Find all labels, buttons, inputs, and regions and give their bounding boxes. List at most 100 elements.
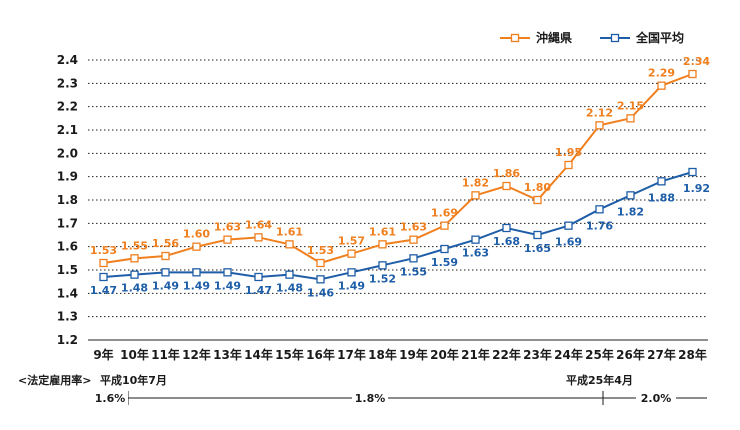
- data-label: 1.95: [555, 146, 582, 159]
- y-tick-label: 1.5: [57, 263, 78, 277]
- grid-lines: [88, 59, 708, 341]
- data-point: [192, 242, 201, 251]
- y-tick-label: 2.1: [57, 123, 78, 137]
- data-point: [161, 268, 170, 277]
- x-tick-label: 14年: [244, 347, 273, 362]
- data-point: [223, 235, 232, 244]
- x-tick-label: 21年: [461, 347, 490, 362]
- data-point: [595, 121, 604, 130]
- y-tick-label: 2.2: [57, 100, 78, 114]
- data-point: [688, 69, 697, 79]
- y-tick-label: 1.2: [57, 333, 78, 347]
- data-label: 1.55: [400, 265, 427, 278]
- data-label: 1.61: [276, 225, 303, 238]
- data-point: [316, 275, 325, 284]
- rate3-bg: [636, 390, 676, 406]
- data-label: 1.52: [369, 272, 396, 285]
- data-label: 1.49: [152, 279, 179, 292]
- data-label: 1.63: [462, 247, 489, 260]
- data-label: 2.12: [586, 106, 613, 119]
- data-label: 1.49: [214, 279, 241, 292]
- x-tick-label: 9年: [93, 347, 113, 362]
- data-label: 1.46: [307, 286, 334, 299]
- data-label: 1.60: [183, 228, 210, 241]
- data-label: 1.63: [400, 221, 427, 234]
- data-point: [316, 258, 325, 268]
- x-tick-label: 28年: [678, 347, 707, 362]
- data-label: 1.57: [338, 235, 365, 248]
- data-label: 1.82: [617, 205, 644, 218]
- data-point: [285, 270, 294, 279]
- data-label: 1.86: [493, 167, 520, 180]
- data-point: [657, 177, 666, 186]
- legend-entry: 沖縄県: [536, 30, 572, 45]
- rate2-bg: [352, 390, 388, 406]
- data-label: 1.48: [121, 282, 148, 295]
- x-tick-label: 13年: [213, 347, 242, 362]
- data-point: [254, 272, 263, 282]
- x-tick-label: 27年: [647, 347, 676, 362]
- legend-entry: 全国平均: [635, 30, 684, 45]
- data-point: [347, 268, 356, 277]
- data-label: 1.48: [276, 282, 303, 295]
- data-label: 1.55: [121, 239, 148, 252]
- data-point: [657, 81, 666, 90]
- data-point: [161, 251, 170, 261]
- data-label: 1.53: [307, 244, 334, 257]
- data-point: [626, 191, 635, 200]
- x-tick-label: 16年: [306, 347, 335, 362]
- x-axis: 9年 10年 11年 12年 13年 14年 15年 16年 17年 18年 19年 20年 21年 22…: [93, 347, 707, 362]
- y-tick-label: 1.7: [57, 216, 78, 230]
- x-tick-label: 26年: [616, 347, 645, 362]
- data-label: 2.29: [648, 67, 675, 80]
- data-point: [564, 160, 573, 170]
- data-label: 2.34: [683, 55, 710, 68]
- x-tick-label: 19年: [399, 347, 428, 362]
- data-point: [626, 114, 635, 123]
- data-label: 1.49: [183, 279, 210, 292]
- series-group: 1.53 1.55 1.56 1.60 1.63 1.64 1.61 1.53 1.57 1.61…: [90, 55, 710, 299]
- series-line-0: [103, 73, 693, 265]
- data-label: 1.61: [369, 225, 396, 238]
- x-tick-label: 24年: [554, 347, 583, 362]
- legend-marker: [510, 33, 520, 43]
- data-point: [471, 235, 480, 244]
- x-tick-label: 11年: [151, 347, 180, 362]
- data-label: 1.68: [493, 235, 520, 248]
- rate2-label: 1.8%: [355, 392, 386, 405]
- data-label: 1.82: [462, 176, 489, 189]
- data-point: [564, 221, 573, 230]
- data-label: 1.69: [555, 236, 582, 249]
- data-label: 1.69: [431, 207, 458, 220]
- data-point: [223, 268, 232, 277]
- x-tick-label: 17年: [337, 347, 366, 362]
- data-point: [99, 258, 108, 268]
- data-label: 1.88: [648, 191, 675, 204]
- data-point: [285, 240, 294, 249]
- data-label: 1.65: [524, 242, 551, 255]
- period1-label: 平成10年7月: [100, 373, 167, 387]
- data-point: [440, 221, 449, 230]
- x-tick-label: 10年: [120, 347, 149, 362]
- y-tick-label: 1.4: [57, 286, 78, 300]
- data-point: [471, 191, 480, 200]
- period2-label: 平成25年4月: [566, 373, 633, 387]
- x-tick-label: 20年: [430, 347, 459, 362]
- data-point: [409, 235, 418, 244]
- data-label: 1.92: [683, 182, 710, 195]
- data-point: [409, 254, 418, 263]
- y-axis: 1.2 1.3 1.4 1.5 1.6 1.7 1.8 1.9 2.0 2.1 2.2 2.3 2.4: [57, 53, 78, 347]
- data-label: 1.47: [90, 284, 117, 297]
- legend: 沖縄県 全国平均: [500, 30, 684, 45]
- data-label: 1.56: [152, 237, 179, 250]
- data-point: [688, 167, 697, 177]
- x-tick-label: 12年: [182, 347, 211, 362]
- rate3-label: 2.0%: [641, 392, 672, 405]
- data-label: 1.80: [524, 181, 551, 194]
- x-tick-label: 22年: [492, 347, 521, 362]
- y-tick-label: 2.3: [57, 76, 78, 90]
- rate1-bg: [92, 390, 128, 406]
- data-label: 1.53: [90, 244, 117, 257]
- x-tick-label: 15年: [275, 347, 304, 362]
- legal-rate-label: <法定雇用率>: [18, 373, 91, 387]
